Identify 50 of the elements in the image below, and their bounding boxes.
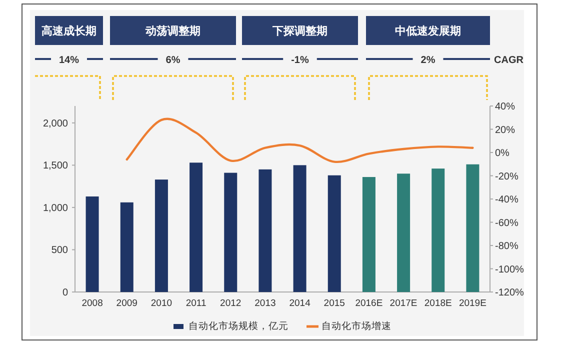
bar: [224, 172, 238, 292]
bar: [328, 175, 341, 292]
y-tick-label: 0: [62, 288, 68, 298]
x-tick-label: 2012: [220, 298, 242, 309]
line-series: [126, 118, 474, 163]
x-tick-label: 2014: [289, 298, 310, 309]
text: 中低速发展期: [395, 24, 461, 38]
y2-tick-label: -20%: [495, 171, 518, 182]
text: 动荡调整期: [144, 24, 200, 38]
y-tick-label: 1,000: [42, 202, 68, 214]
text: 下探调整期: [272, 24, 328, 38]
bar: [397, 174, 410, 292]
bar: [86, 196, 99, 292]
x-tick-label: 2013: [254, 298, 276, 309]
text: CAGR: [494, 55, 524, 66]
text: 14%: [58, 55, 80, 66]
text: -1%: [291, 55, 309, 66]
bar: [120, 202, 134, 292]
bar: [293, 165, 306, 292]
x-tick-label: 2019E: [458, 298, 486, 309]
bar: [432, 168, 445, 292]
legend-label: 自动化市场规模，亿元: [188, 320, 288, 332]
bar: [154, 180, 168, 292]
x-tick-label: 2018E: [424, 298, 452, 309]
text: 2%: [420, 55, 436, 66]
bar: [258, 169, 272, 292]
x-tick-label: 2009: [116, 298, 138, 309]
x-tick-label: 2016E: [355, 298, 383, 309]
y-tick-label: 500: [51, 245, 68, 256]
y2-tick-label: -80%: [495, 241, 518, 252]
bar: [466, 164, 480, 292]
y2-tick-label: 40%: [495, 102, 516, 112]
x-tick-label: 2017E: [390, 298, 418, 309]
y-tick-label: 1,500: [42, 160, 68, 172]
x-tick-label: 2011: [186, 298, 206, 309]
y-tick-label: 2,000: [42, 118, 68, 130]
bar: [362, 177, 376, 292]
y2-tick-label: -40%: [495, 194, 518, 206]
y2-tick-label: -100%: [495, 264, 524, 276]
x-tick-label: 2008: [82, 298, 103, 309]
text: 高速成长期: [42, 24, 96, 38]
y2-tick-label: 0%: [495, 148, 510, 159]
x-tick-label: 2015: [324, 298, 345, 309]
y2-tick-label: -120%: [495, 288, 524, 298]
bar: [190, 162, 203, 292]
text: 6%: [166, 55, 180, 66]
x-tick-label: 2010: [150, 298, 172, 309]
y2-tick-label: -60%: [495, 218, 518, 229]
legend-label: 自动化市场增速: [322, 320, 392, 332]
y2-tick-label: 20%: [495, 124, 516, 136]
